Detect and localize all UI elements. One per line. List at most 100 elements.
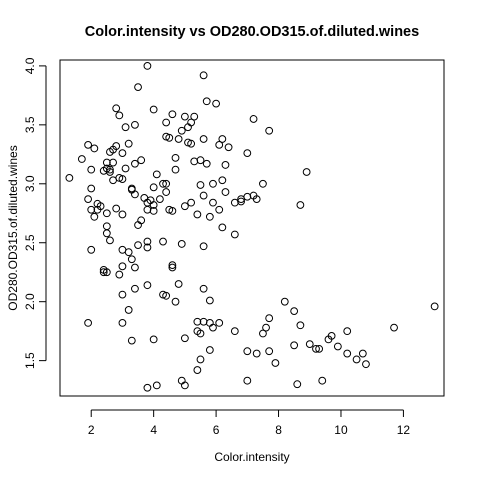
data-point	[224, 143, 233, 152]
data-point	[302, 168, 311, 176]
data-point	[327, 331, 336, 340]
data-point	[168, 261, 177, 270]
data-point	[180, 381, 189, 390]
data-point	[209, 323, 217, 332]
data-point	[131, 284, 139, 293]
data-point	[171, 297, 180, 306]
data-point	[262, 323, 270, 332]
data-point	[134, 241, 142, 249]
data-point	[112, 204, 121, 213]
data-point	[143, 205, 152, 214]
data-point	[168, 207, 177, 215]
data-point	[165, 133, 174, 142]
data-point	[193, 210, 202, 219]
x-tick-label: 8	[275, 423, 282, 437]
data-point	[90, 144, 99, 153]
data-point	[218, 135, 227, 143]
data-point	[149, 105, 158, 114]
data-point	[221, 188, 230, 196]
data-point	[102, 158, 111, 167]
data-point	[296, 201, 305, 209]
y-tick-label: 3.0	[23, 175, 37, 192]
data-point	[305, 340, 314, 349]
data-point	[174, 280, 183, 288]
data-point	[199, 284, 208, 293]
data-point	[205, 346, 214, 354]
data-point	[290, 341, 299, 350]
data-point	[252, 195, 261, 204]
data-point	[87, 165, 96, 174]
data-point	[252, 349, 261, 358]
data-point	[177, 126, 186, 135]
data-point	[162, 179, 171, 188]
x-tick-label: 2	[88, 423, 95, 437]
data-point	[243, 376, 252, 385]
data-point	[196, 355, 205, 364]
data-point	[202, 159, 211, 168]
data-point	[152, 170, 161, 179]
data-point	[430, 302, 439, 311]
data-point	[143, 383, 152, 392]
data-point	[171, 165, 180, 174]
data-point	[280, 297, 289, 306]
data-point	[215, 205, 224, 214]
data-point	[265, 126, 274, 135]
data-point	[162, 188, 171, 196]
data-point	[293, 380, 302, 389]
data-points	[65, 61, 439, 392]
data-point	[296, 321, 305, 330]
data-point	[137, 156, 146, 165]
data-point	[149, 335, 158, 344]
data-point	[249, 115, 258, 123]
data-point	[202, 97, 211, 106]
data-point	[106, 236, 114, 245]
data-point	[190, 157, 199, 166]
data-point	[265, 314, 274, 323]
y-tick-label: 4.0	[23, 57, 37, 74]
data-point	[93, 205, 102, 214]
data-point	[312, 344, 320, 353]
data-point	[162, 291, 171, 300]
data-point	[156, 195, 164, 204]
data-point	[124, 248, 133, 257]
data-point	[271, 359, 280, 367]
y-axis-label: OD280.OD315.of.diluted.wines	[6, 145, 20, 310]
data-point	[265, 347, 274, 356]
x-tick-label: 10	[334, 423, 348, 437]
x-axis: 2 4 6 8 10 12	[88, 409, 410, 437]
data-point	[162, 118, 171, 127]
data-point	[77, 155, 86, 163]
data-point	[124, 139, 133, 148]
data-point	[218, 223, 227, 232]
data-point	[99, 268, 108, 277]
data-point	[315, 344, 324, 353]
data-point	[87, 245, 96, 254]
data-point	[180, 202, 189, 211]
data-point	[318, 376, 327, 385]
data-point	[259, 179, 267, 188]
data-point	[199, 191, 208, 200]
data-point	[118, 175, 127, 183]
data-point	[343, 349, 352, 358]
data-point	[209, 179, 217, 188]
data-point	[218, 176, 227, 185]
data-point	[134, 221, 142, 229]
data-point	[199, 71, 208, 80]
plot-frame	[59, 59, 445, 397]
data-point	[174, 135, 183, 143]
data-point	[212, 99, 220, 108]
x-axis-label: Color.intensity	[214, 450, 289, 464]
data-point	[118, 149, 127, 158]
data-point	[196, 329, 205, 338]
data-point	[65, 173, 74, 182]
data-point	[112, 104, 121, 113]
data-point	[193, 366, 202, 374]
data-point	[127, 336, 136, 345]
data-point	[190, 112, 199, 121]
x-tick-label: 4	[150, 423, 157, 437]
data-point	[102, 222, 111, 231]
data-point	[171, 153, 180, 162]
data-point	[358, 349, 367, 358]
data-point	[221, 161, 230, 169]
